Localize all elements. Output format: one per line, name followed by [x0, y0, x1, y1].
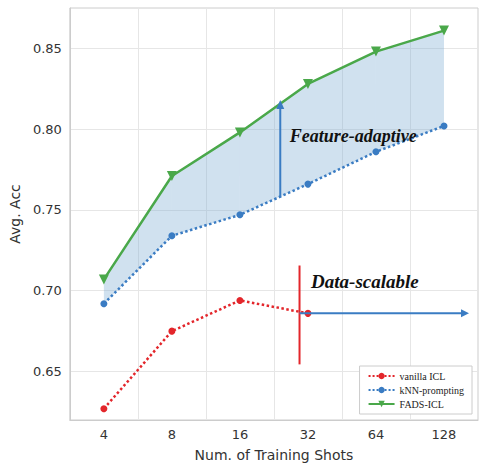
svg-text:4: 4: [100, 427, 108, 442]
svg-text:0.70: 0.70: [33, 283, 62, 298]
svg-text:0.80: 0.80: [33, 122, 62, 137]
svg-text:Num. of Training Shots: Num. of Training Shots: [195, 447, 354, 463]
svg-text:kNN-prompting: kNN-prompting: [400, 385, 464, 396]
svg-text:16: 16: [232, 427, 249, 442]
svg-text:32: 32: [300, 427, 317, 442]
svg-text:Avg. Acc: Avg. Acc: [7, 184, 23, 244]
svg-text:0.65: 0.65: [33, 364, 62, 379]
svg-text:8: 8: [168, 427, 176, 442]
svg-text:128: 128: [432, 427, 457, 442]
svg-text:64: 64: [368, 427, 385, 442]
svg-text:vanilla ICL: vanilla ICL: [400, 371, 446, 382]
svg-text:Feature-adaptive: Feature-adaptive: [289, 126, 417, 146]
svg-text:FADS-ICL: FADS-ICL: [400, 399, 444, 410]
svg-text:Data-scalable: Data-scalable: [310, 271, 419, 292]
svg-text:0.85: 0.85: [33, 41, 62, 56]
svg-text:0.75: 0.75: [33, 202, 62, 217]
